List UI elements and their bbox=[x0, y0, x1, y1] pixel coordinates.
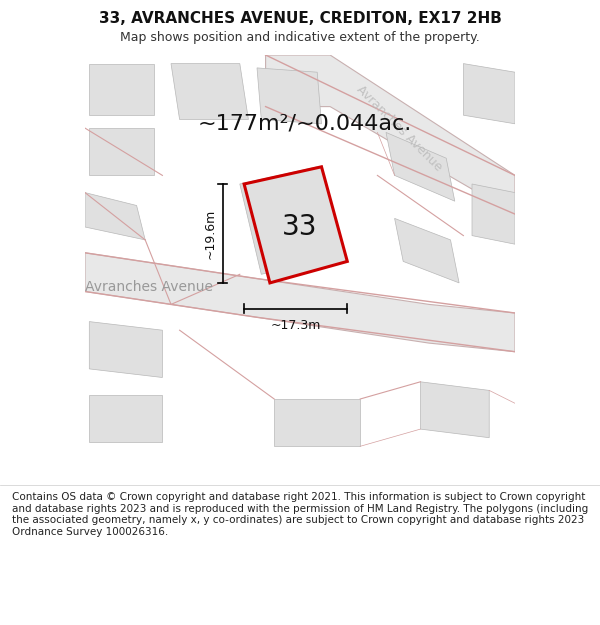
Polygon shape bbox=[89, 395, 163, 442]
Text: Map shows position and indicative extent of the property.: Map shows position and indicative extent… bbox=[120, 31, 480, 44]
Text: Avranches Avenue: Avranches Avenue bbox=[353, 82, 444, 174]
Polygon shape bbox=[85, 253, 515, 352]
Polygon shape bbox=[421, 382, 489, 438]
Text: 33: 33 bbox=[282, 213, 318, 241]
Polygon shape bbox=[266, 55, 515, 214]
Text: ~17.3m: ~17.3m bbox=[271, 319, 321, 332]
Text: ~177m²/~0.044ac.: ~177m²/~0.044ac. bbox=[197, 114, 412, 134]
Text: 33, AVRANCHES AVENUE, CREDITON, EX17 2HB: 33, AVRANCHES AVENUE, CREDITON, EX17 2HB bbox=[98, 11, 502, 26]
Polygon shape bbox=[472, 184, 515, 244]
Text: Contains OS data © Crown copyright and database right 2021. This information is : Contains OS data © Crown copyright and d… bbox=[12, 492, 588, 537]
Text: Avranches Avenue: Avranches Avenue bbox=[85, 280, 214, 294]
Polygon shape bbox=[386, 132, 455, 201]
Polygon shape bbox=[89, 64, 154, 115]
Polygon shape bbox=[89, 128, 154, 176]
Text: ~19.6m: ~19.6m bbox=[203, 208, 216, 259]
Polygon shape bbox=[257, 68, 322, 124]
Polygon shape bbox=[244, 167, 347, 283]
Polygon shape bbox=[240, 167, 338, 274]
Polygon shape bbox=[274, 399, 360, 446]
Polygon shape bbox=[171, 64, 248, 119]
Polygon shape bbox=[85, 192, 145, 240]
Polygon shape bbox=[395, 218, 459, 283]
Polygon shape bbox=[463, 64, 515, 124]
Polygon shape bbox=[89, 322, 163, 378]
